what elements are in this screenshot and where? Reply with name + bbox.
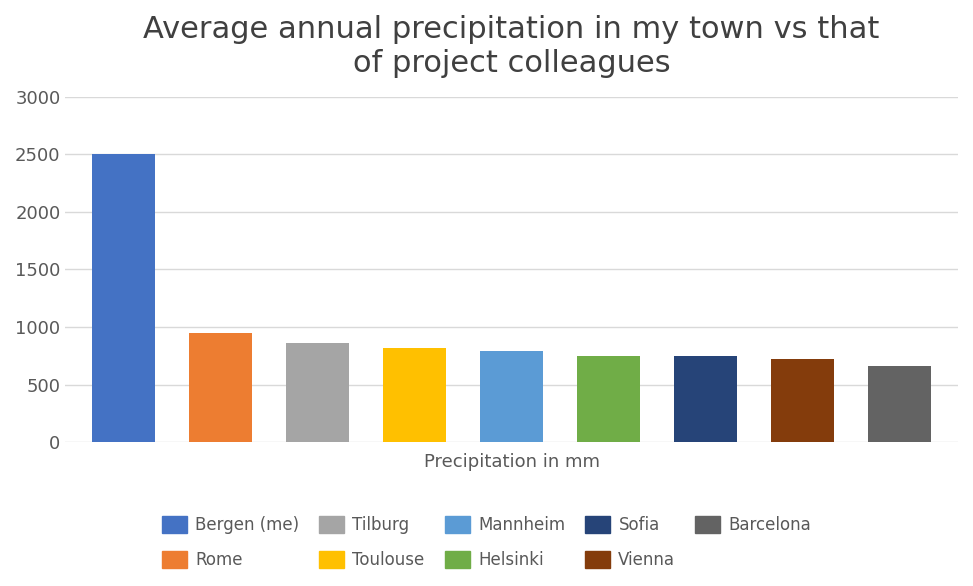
Bar bbox=[92, 154, 155, 442]
Bar bbox=[577, 356, 640, 442]
Bar bbox=[286, 343, 349, 442]
X-axis label: Precipitation in mm: Precipitation in mm bbox=[423, 454, 599, 471]
Title: Average annual precipitation in my town vs that
of project colleagues: Average annual precipitation in my town … bbox=[143, 15, 880, 77]
Bar bbox=[868, 366, 931, 442]
Bar bbox=[383, 347, 447, 442]
Bar bbox=[480, 351, 543, 442]
Bar bbox=[189, 333, 252, 442]
Bar bbox=[772, 359, 834, 442]
Bar bbox=[674, 356, 738, 442]
Legend: Bergen (me), Rome, Tilburg, Toulouse, Mannheim, Helsinki, Sofia, Vienna, Barcelo: Bergen (me), Rome, Tilburg, Toulouse, Ma… bbox=[153, 508, 820, 578]
